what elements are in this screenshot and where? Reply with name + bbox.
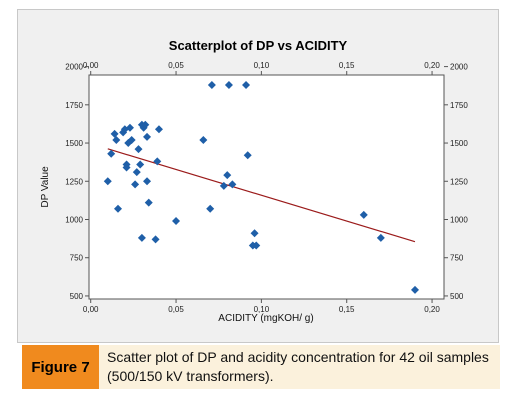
figure-caption: Figure 7 Scatter plot of DP and acidity … bbox=[22, 345, 500, 389]
y-tick-label: 1500 bbox=[65, 139, 83, 148]
data-point bbox=[144, 198, 153, 207]
x-tick-label-top: 0,20 bbox=[424, 61, 440, 70]
x-tick-label-top: 0,10 bbox=[254, 61, 270, 70]
axis-ticks: 0,00 0,00 0,05 0,05 0,10 0,10 0,15 0,15 0,20 0,20… bbox=[65, 61, 468, 314]
data-points bbox=[103, 80, 419, 294]
data-point bbox=[154, 125, 163, 134]
x-tick-label-top: 0,05 bbox=[168, 61, 184, 70]
data-point bbox=[107, 149, 116, 158]
data-point bbox=[242, 80, 251, 89]
data-point bbox=[252, 241, 261, 250]
y-tick-label-right: 750 bbox=[450, 254, 464, 263]
data-point bbox=[143, 132, 152, 141]
x-tick-label: 0,05 bbox=[168, 305, 184, 314]
y-tick-label: 2000 bbox=[65, 63, 83, 72]
y-tick-label-right: 500 bbox=[450, 292, 464, 301]
fit-line-group bbox=[107, 148, 416, 243]
plot-area bbox=[88, 74, 445, 300]
chart-title: Scatterplot of DP vs ACIDITY bbox=[168, 38, 348, 53]
x-tick-label-top: 0,00 bbox=[83, 61, 99, 70]
data-point bbox=[137, 233, 146, 242]
x-tick-label: 0,15 bbox=[339, 305, 355, 314]
data-point bbox=[141, 120, 150, 129]
x-tick-label: 0,00 bbox=[83, 305, 99, 314]
data-point bbox=[151, 235, 160, 244]
data-point bbox=[127, 135, 136, 144]
y-tick-label: 1750 bbox=[65, 101, 83, 110]
figure-label: Figure 7 bbox=[22, 345, 99, 389]
data-point bbox=[143, 177, 152, 186]
data-point bbox=[114, 204, 123, 213]
data-point bbox=[172, 217, 181, 226]
data-point bbox=[103, 177, 112, 186]
y-axis-title: DP Value bbox=[40, 166, 51, 208]
data-point bbox=[223, 171, 232, 180]
data-point bbox=[199, 135, 208, 144]
data-point bbox=[134, 145, 143, 154]
data-point bbox=[122, 163, 131, 172]
data-point bbox=[131, 180, 140, 189]
data-point bbox=[376, 233, 385, 242]
figure-caption-text: Scatter plot of DP and acidity concentra… bbox=[107, 349, 489, 384]
data-point bbox=[112, 135, 121, 144]
data-point bbox=[243, 151, 252, 160]
x-tick-label-top: 0,15 bbox=[339, 61, 355, 70]
x-axis-title: ACIDITY (mgKOH/ g) bbox=[218, 313, 313, 324]
y-tick-label: 1250 bbox=[65, 177, 83, 186]
data-point bbox=[228, 180, 237, 189]
data-point bbox=[125, 123, 134, 132]
data-point bbox=[250, 229, 259, 238]
data-point bbox=[207, 80, 216, 89]
fit-line bbox=[107, 148, 416, 243]
data-point bbox=[136, 160, 145, 169]
y-tick-label-right: 1000 bbox=[450, 215, 468, 224]
data-point bbox=[110, 129, 119, 138]
data-point bbox=[132, 168, 141, 177]
y-tick-label-right: 2000 bbox=[450, 63, 468, 72]
y-tick-label: 750 bbox=[70, 254, 84, 263]
y-tick-label: 500 bbox=[70, 292, 84, 301]
data-point bbox=[219, 181, 228, 190]
y-tick-label-right: 1500 bbox=[450, 139, 468, 148]
data-point bbox=[153, 157, 162, 166]
y-tick-label-right: 1250 bbox=[450, 177, 468, 186]
x-tick-label: 0,20 bbox=[424, 305, 440, 314]
data-point bbox=[206, 204, 215, 213]
y-tick-label: 1000 bbox=[65, 215, 83, 224]
data-point bbox=[359, 210, 368, 219]
x-tick-label: 0,10 bbox=[254, 305, 270, 314]
data-point bbox=[224, 80, 233, 89]
data-point bbox=[410, 285, 419, 294]
y-tick-label-right: 1750 bbox=[450, 101, 468, 110]
